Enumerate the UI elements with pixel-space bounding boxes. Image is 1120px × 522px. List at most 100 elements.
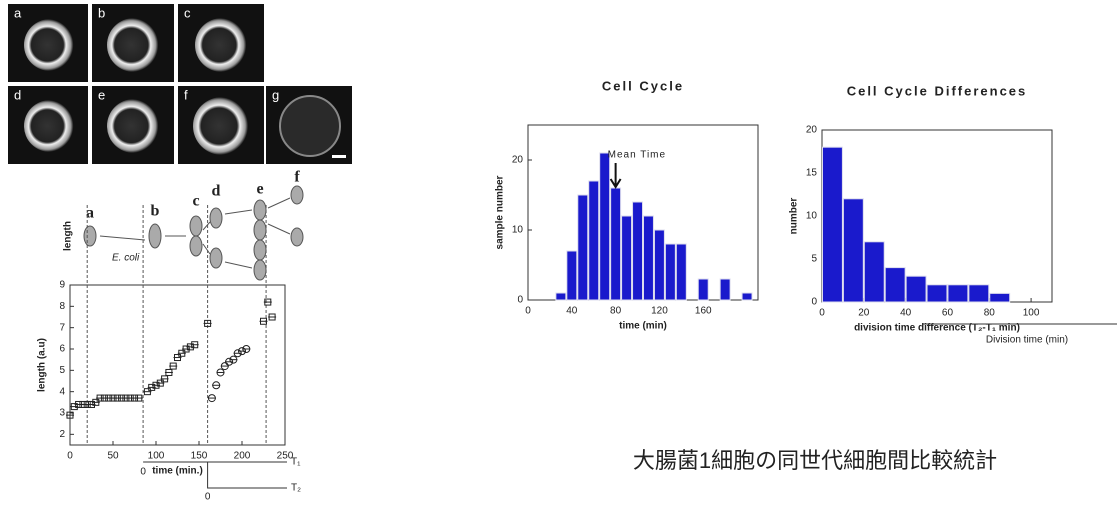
x-tick-label: 0 — [819, 308, 825, 319]
slide: a b c d e f g a b c d e f length E. coli… — [0, 0, 1120, 522]
y-axis-label: number — [789, 198, 800, 235]
x-tick-label: 60 — [942, 308, 954, 319]
bar — [720, 279, 730, 300]
bar — [885, 268, 905, 302]
cell-shape — [254, 220, 266, 240]
y-tick-label: 0 — [517, 295, 523, 306]
chart-title: Cell Cycle Differences — [847, 83, 1028, 98]
y-tick-label: 5 — [811, 254, 817, 265]
cell-shape — [291, 186, 303, 204]
bar — [611, 188, 621, 300]
cell-shape — [190, 216, 202, 236]
cell-image — [280, 96, 340, 156]
y-tick-label: 20 — [806, 125, 818, 136]
bar — [665, 244, 675, 300]
x-tick-label: 100 — [148, 451, 165, 462]
bar — [556, 293, 566, 300]
x-tick-label: 50 — [107, 451, 119, 462]
bar — [948, 285, 968, 302]
stage-label: b — [151, 203, 160, 220]
bar — [742, 293, 752, 300]
stage-label: e — [256, 181, 263, 198]
panel-label: c — [184, 5, 191, 20]
bar — [906, 276, 926, 302]
scale-bar — [332, 155, 346, 158]
cell-image — [195, 18, 249, 72]
cell-image — [24, 100, 76, 152]
y-tick-label: 2 — [59, 429, 65, 440]
bar — [622, 216, 632, 300]
cell-image — [24, 19, 76, 71]
chart-title: Cell Cycle — [602, 78, 684, 93]
y-tick-label: 8 — [59, 301, 65, 312]
bar — [578, 195, 588, 300]
y-tick-label: 5 — [59, 365, 65, 376]
bar — [589, 181, 599, 300]
x-tick-label: 80 — [984, 308, 996, 319]
bar — [567, 251, 577, 300]
cell-shape — [291, 228, 303, 246]
x-tick-label: 40 — [900, 308, 912, 319]
bar — [990, 293, 1010, 302]
cell-shape — [210, 208, 222, 228]
y-tick-label: 9 — [59, 280, 65, 291]
bar — [927, 285, 947, 302]
cell-shape — [254, 260, 266, 280]
x-tick-label: 200 — [234, 451, 251, 462]
x-tick-label: 40 — [566, 306, 578, 317]
bar — [969, 285, 989, 302]
panel-label: d — [14, 87, 21, 102]
bar — [676, 244, 686, 300]
time-label: T₂ — [291, 483, 301, 494]
y-axis-label: length (a.u) — [37, 338, 48, 392]
time-label: T₁ — [291, 457, 301, 468]
axis-origin: 0 — [140, 467, 146, 478]
panel-label: g — [272, 87, 279, 102]
bar — [843, 199, 863, 302]
panel-label: f — [184, 87, 188, 102]
sub-axis-label: Division time (min) — [986, 335, 1068, 346]
bar — [864, 242, 884, 302]
cell-image — [193, 97, 251, 155]
bar — [823, 147, 843, 302]
annotation: Mean Time — [608, 150, 666, 161]
x-axis-label: time (min.) — [152, 466, 203, 477]
cell-image — [107, 18, 161, 72]
bar — [600, 153, 610, 300]
y-tick-label: 10 — [512, 225, 524, 236]
cell-shape — [210, 248, 222, 268]
bar — [698, 279, 708, 300]
y-tick-label: 4 — [59, 386, 65, 397]
x-axis-label: time (min) — [619, 321, 667, 332]
organism-label: E. coli — [112, 253, 140, 264]
y-tick-label: 6 — [59, 344, 65, 355]
cell-shape — [190, 236, 202, 256]
x-tick-label: 160 — [695, 306, 712, 317]
x-tick-label: 20 — [858, 308, 870, 319]
x-tick-label: 100 — [1023, 308, 1040, 319]
y-tick-label: 10 — [806, 211, 818, 222]
x-tick-label: 80 — [610, 306, 622, 317]
cell-shape — [84, 226, 96, 246]
plot-frame — [70, 285, 285, 445]
y-tick-label: 7 — [59, 322, 65, 333]
length-label: length — [63, 221, 74, 251]
y-axis-label: sample number — [495, 175, 506, 249]
x-tick-label: 120 — [651, 306, 668, 317]
panel-label: e — [98, 87, 105, 102]
cell-shape — [149, 224, 161, 248]
x-tick-label: 0 — [525, 306, 531, 317]
bar — [654, 230, 664, 300]
bar — [644, 216, 654, 300]
panel-label: a — [14, 5, 22, 20]
y-tick-label: 20 — [512, 155, 524, 166]
panel-label: b — [98, 5, 105, 20]
micrographs: a b c d e f g — [8, 4, 352, 164]
axis-origin: 0 — [205, 492, 211, 503]
stage-label: f — [294, 169, 300, 186]
annotation-arrow — [611, 163, 621, 187]
x-tick-label: 150 — [191, 451, 208, 462]
stage-label: d — [212, 183, 221, 200]
cell-image — [107, 99, 161, 153]
stage-label: c — [192, 193, 199, 210]
